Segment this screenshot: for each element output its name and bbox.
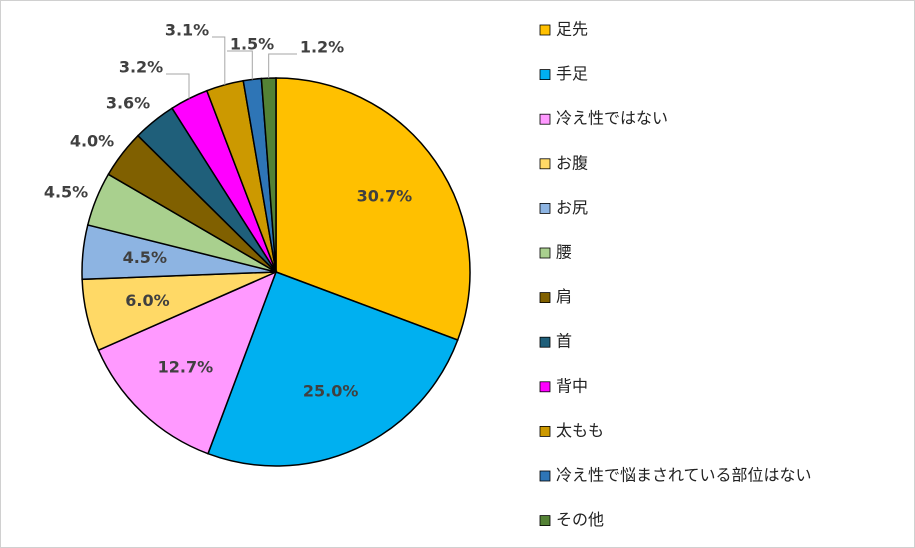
legend-label: 冷え性ではない bbox=[556, 109, 668, 128]
legend-swatch bbox=[539, 247, 551, 259]
data-label: 30.7% bbox=[357, 186, 413, 205]
legend-swatch bbox=[539, 69, 551, 80]
legend-swatch bbox=[539, 336, 551, 348]
data-label: 4.5% bbox=[123, 248, 167, 267]
legend-label: お尻 bbox=[556, 198, 588, 217]
data-label: 4.0% bbox=[70, 132, 114, 151]
legend-swatch bbox=[539, 515, 551, 526]
data-label: 6.0% bbox=[125, 291, 169, 310]
data-label: 3.2% bbox=[119, 58, 163, 77]
legend-label: 背中 bbox=[556, 376, 588, 395]
data-label: 25.0% bbox=[303, 382, 359, 401]
legend-swatch bbox=[539, 381, 551, 393]
pie-slice bbox=[97, 270, 278, 455]
legend-label: お腹 bbox=[556, 153, 588, 172]
legend-swatch bbox=[539, 113, 551, 125]
legend-label: 肩 bbox=[556, 287, 572, 306]
legend-swatch bbox=[539, 470, 551, 482]
leader-line bbox=[166, 73, 190, 99]
data-label: 1.2% bbox=[300, 38, 344, 57]
data-label: 4.5% bbox=[44, 183, 88, 202]
legend-label: 太もも bbox=[556, 421, 604, 440]
pie-slice bbox=[275, 77, 471, 341]
leader-line bbox=[227, 50, 253, 80]
leader-line bbox=[268, 53, 297, 79]
legend-swatch bbox=[539, 158, 551, 170]
legend-swatch bbox=[539, 24, 551, 36]
legend-swatch bbox=[539, 202, 551, 214]
legend-swatch bbox=[539, 425, 551, 437]
pie-slice bbox=[260, 77, 277, 273]
leader-line bbox=[212, 36, 226, 85]
pie-slice bbox=[207, 271, 459, 467]
legend-label: その他 bbox=[556, 510, 604, 529]
legend-label: 首 bbox=[556, 332, 572, 351]
legend-swatch bbox=[539, 292, 551, 304]
data-label: 1.5% bbox=[230, 35, 274, 54]
data-label: 12.7% bbox=[158, 357, 214, 376]
data-label: 3.1% bbox=[165, 21, 209, 40]
legend-label: 腰 bbox=[556, 243, 572, 262]
legend-label: 足先 bbox=[556, 20, 588, 39]
data-label: 3.6% bbox=[106, 94, 150, 113]
legend-label: 冷え性で悩まされている部位はない bbox=[556, 466, 812, 485]
legend-label: 手足 bbox=[556, 64, 588, 83]
